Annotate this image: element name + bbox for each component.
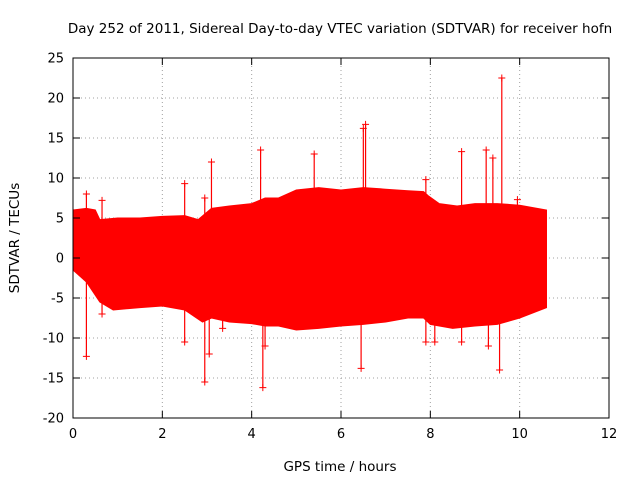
data-point [261,342,269,350]
data-series [72,74,547,392]
y-axis-label: SDTVAR / TECUs [7,183,23,293]
x-tick-label: 4 [248,427,256,442]
data-point [484,342,492,350]
data-point [207,158,215,166]
y-tick-label: -15 [43,372,64,387]
data-point [98,196,106,204]
y-tick-label: -5 [51,292,64,307]
data-point [219,324,227,332]
x-tick-label: 6 [337,427,345,442]
data-point [357,364,365,372]
data-point [98,310,106,318]
data-point [82,190,90,198]
data-band [72,187,547,331]
y-tick-label: 20 [47,92,64,107]
y-tick-label: 5 [56,212,64,227]
y-tick-label: -10 [43,332,64,347]
data-point [362,120,370,128]
y-tick-label: 25 [47,52,64,67]
x-tick-label: 8 [426,427,434,442]
data-point [310,150,318,158]
x-tick-label: 2 [158,427,166,442]
data-point [422,176,430,184]
data-point [82,352,90,360]
data-point [458,148,466,156]
tick-labels: 0 2 4 6 8 10 12 -20 -15 -10 -5 0 5 10 15 20 25 [43,52,618,443]
chart-title: Day 252 of 2011, Sidereal Day-to-day VTE… [68,21,612,37]
x-tick-label: 10 [511,427,528,442]
data-point [513,196,521,204]
data-point [431,338,439,346]
data-point [201,378,209,386]
y-tick-label: 15 [47,132,64,147]
data-point [489,154,497,162]
data-point [205,350,213,358]
x-axis-label: GPS time / hours [283,459,396,475]
data-point [482,146,490,154]
y-tick-label: -20 [43,412,64,427]
x-tick-label: 12 [601,427,618,442]
data-point [498,74,506,82]
data-point [201,194,209,202]
data-point [257,146,265,154]
tick-marks [72,57,610,419]
data-point [181,180,189,188]
data-point [422,338,430,346]
data-point [496,366,504,374]
y-tick-label: 0 [56,252,64,267]
data-point [181,338,189,346]
data-point [458,338,466,346]
data-point [259,384,267,392]
x-tick-label: 0 [69,427,77,442]
y-tick-label: 10 [47,172,64,187]
